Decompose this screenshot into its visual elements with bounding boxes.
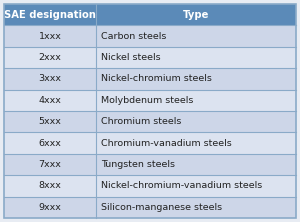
Bar	[4, 154, 296, 175]
Text: 5xxx: 5xxx	[39, 117, 62, 126]
Text: Chromium-vanadium steels: Chromium-vanadium steels	[101, 139, 232, 148]
Bar	[4, 175, 296, 197]
Text: Silicon-manganese steels: Silicon-manganese steels	[101, 203, 222, 212]
Bar	[4, 90, 296, 111]
Text: 3xxx: 3xxx	[38, 74, 61, 83]
Bar	[4, 197, 296, 218]
Bar	[4, 47, 296, 68]
Text: 7xxx: 7xxx	[39, 160, 62, 169]
Text: Chromium steels: Chromium steels	[101, 117, 182, 126]
Bar	[4, 4, 296, 25]
Text: 6xxx: 6xxx	[39, 139, 62, 148]
Text: Carbon steels: Carbon steels	[101, 32, 166, 41]
Text: Nickel-chromium-vanadium steels: Nickel-chromium-vanadium steels	[101, 181, 262, 190]
Text: 1xxx: 1xxx	[39, 32, 62, 41]
Bar	[4, 132, 296, 154]
Text: Nickel steels: Nickel steels	[101, 53, 160, 62]
Text: Nickel-chromium steels: Nickel-chromium steels	[101, 74, 212, 83]
Text: Type: Type	[183, 10, 209, 20]
Text: 9xxx: 9xxx	[39, 203, 62, 212]
Text: 2xxx: 2xxx	[39, 53, 62, 62]
Text: 4xxx: 4xxx	[39, 96, 62, 105]
Bar	[4, 25, 296, 47]
Text: Tungsten steels: Tungsten steels	[101, 160, 175, 169]
Text: 8xxx: 8xxx	[39, 181, 62, 190]
Text: SAE designation: SAE designation	[4, 10, 96, 20]
Bar	[4, 111, 296, 132]
Text: Molybdenum steels: Molybdenum steels	[101, 96, 194, 105]
Bar	[4, 68, 296, 90]
